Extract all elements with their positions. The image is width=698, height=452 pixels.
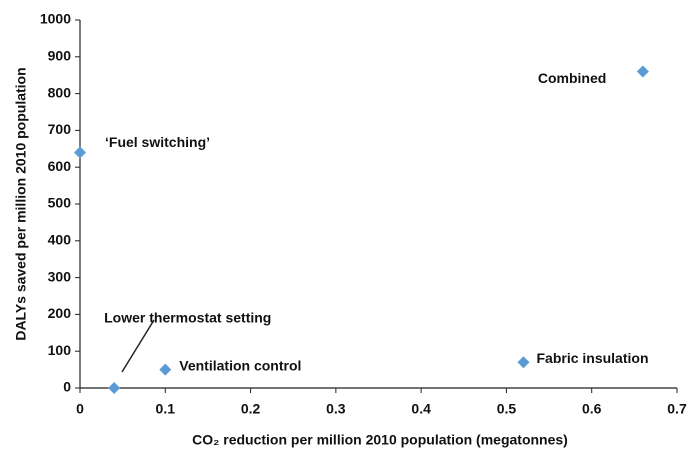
x-axis-title: CO₂ reduction per million 2010 populatio…	[192, 432, 568, 448]
x-tick-label: 0.4	[411, 401, 431, 417]
leader-line	[121, 319, 155, 373]
point-label: Lower thermostat setting	[104, 310, 271, 326]
y-tick-label: 500	[48, 195, 72, 211]
point	[636, 65, 649, 78]
y-tick-label: 100	[48, 342, 72, 358]
x-tick-label: 0	[76, 401, 84, 417]
x-tick-label: 0.7	[667, 401, 687, 417]
point	[159, 363, 172, 376]
point-label: Ventilation control	[179, 357, 301, 373]
y-tick-label: 300	[48, 268, 72, 284]
y-tick-label: 0	[63, 379, 71, 395]
point	[74, 146, 86, 159]
x-tick-label: 0.5	[497, 401, 517, 417]
y-tick-label: 600	[48, 158, 72, 174]
x-tick-label: 0.2	[241, 401, 261, 417]
x-tick-label: 0.6	[582, 401, 602, 417]
point-label: Combined	[538, 70, 606, 86]
y-tick-label: 200	[48, 305, 72, 321]
point-label: Fabric insulation	[536, 350, 648, 366]
x-tick-label: 0.3	[326, 401, 346, 417]
y-tick-label: 700	[48, 121, 72, 137]
point-label: ‘Fuel switching’	[105, 134, 210, 150]
y-axis-title: DALYs saved per million 2010 population	[13, 67, 29, 340]
y-tick-label: 800	[48, 84, 72, 100]
point	[108, 382, 121, 394]
point	[517, 356, 530, 369]
x-tick-label: 0.1	[156, 401, 176, 417]
y-tick-label: 1000	[40, 11, 71, 27]
y-tick-label: 400	[48, 232, 72, 248]
y-tick-label: 900	[48, 48, 72, 64]
